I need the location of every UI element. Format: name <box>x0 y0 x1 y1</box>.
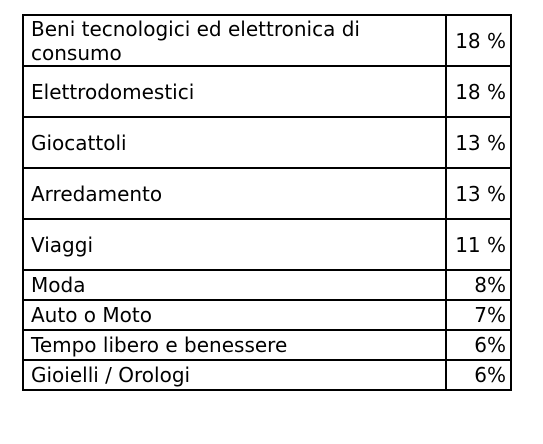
category-cell: Moda <box>22 269 447 301</box>
percentage-cell: 6% <box>445 359 512 391</box>
table-row: Gioielli / Orologi 6% <box>22 359 512 391</box>
percentage-cell: 7% <box>445 299 512 331</box>
category-cell: Beni tecnologici ed elettronica di consu… <box>22 14 447 67</box>
percentage-cell: 13 % <box>445 167 512 220</box>
category-cell: Elettrodomestici <box>22 65 447 118</box>
percentage-cell: 18 % <box>445 14 512 67</box>
percentage-cell: 11 % <box>445 218 512 271</box>
category-cell: Auto o Moto <box>22 299 447 331</box>
table-row: Viaggi 11 % <box>22 218 512 271</box>
table-row: Elettrodomestici 18 % <box>22 65 512 118</box>
percentage-cell: 8% <box>445 269 512 301</box>
category-cell: Tempo libero e benessere <box>22 329 447 361</box>
category-cell: Viaggi <box>22 218 447 271</box>
percentage-cell: 18 % <box>445 65 512 118</box>
table-row: Beni tecnologici ed elettronica di consu… <box>22 14 512 67</box>
table-row: Tempo libero e benessere 6% <box>22 329 512 361</box>
table-row: Arredamento 13 % <box>22 167 512 220</box>
percentage-cell: 13 % <box>445 116 512 169</box>
table-row: Auto o Moto 7% <box>22 299 512 331</box>
category-cell: Arredamento <box>22 167 447 220</box>
category-cell: Giocattoli <box>22 116 447 169</box>
percentage-cell: 6% <box>445 329 512 361</box>
table-row: Giocattoli 13 % <box>22 116 512 169</box>
category-cell: Gioielli / Orologi <box>22 359 447 391</box>
category-percentage-table: Beni tecnologici ed elettronica di consu… <box>22 14 512 391</box>
table-row: Moda 8% <box>22 269 512 301</box>
